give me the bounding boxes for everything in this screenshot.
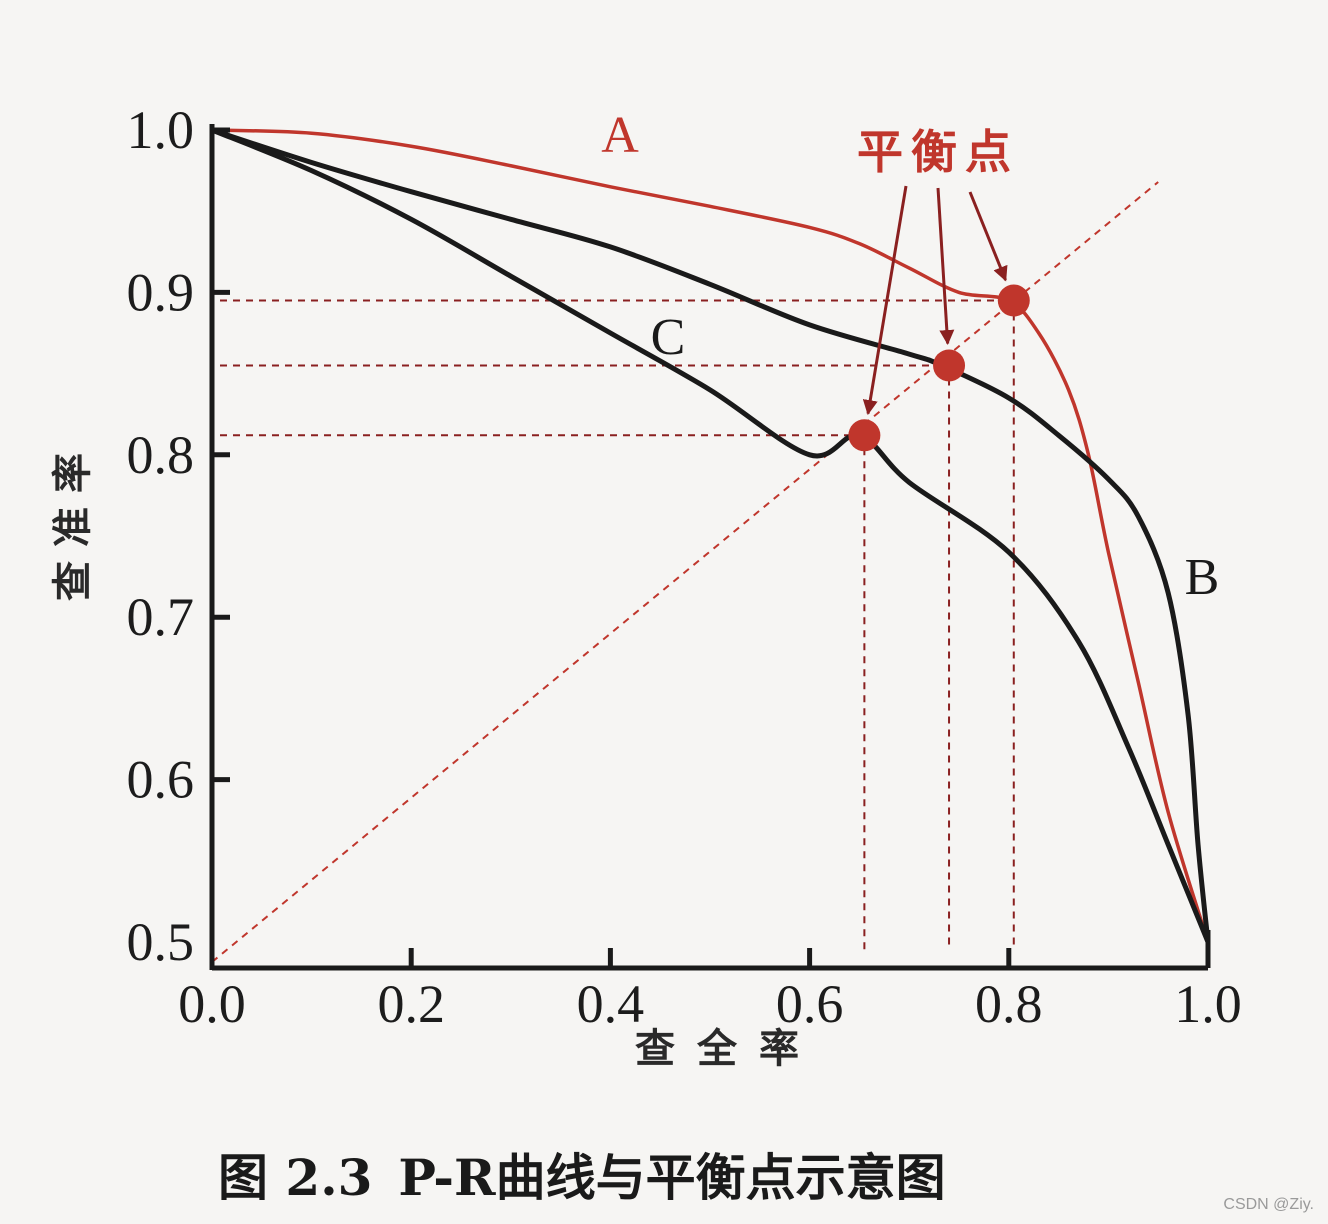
series-label-a: A <box>601 107 639 164</box>
break-even-diagonal <box>211 181 1159 963</box>
curve-b <box>211 127 1211 943</box>
annotation-arrow-b <box>936 187 955 346</box>
x-tick-label: 0.0 <box>178 974 246 1034</box>
series-label-b: B <box>1185 549 1220 606</box>
curve-a <box>211 128 1210 943</box>
y-tick-label: 1.0 <box>127 100 195 160</box>
y-tick-label: 0.8 <box>127 425 195 485</box>
curve-c <box>211 127 1211 943</box>
break-even-point-c <box>848 419 881 452</box>
x-tick-label: 0.2 <box>377 974 445 1034</box>
figure-number: 图 2.3 <box>218 1148 373 1207</box>
y-tick-label: 0.5 <box>127 912 195 972</box>
break-even-point-b <box>933 349 966 382</box>
watermark-text: CSDN @Ziy. <box>1223 1196 1314 1213</box>
y-tick-label: 0.7 <box>127 587 195 647</box>
x-tick-label: 0.8 <box>975 974 1043 1034</box>
x-tick-label: 0.4 <box>577 974 645 1034</box>
x-axis-title: 查全率 <box>635 1026 821 1072</box>
y-tick-label: 0.6 <box>127 750 195 810</box>
y-axis-title: 查准率 <box>50 439 96 601</box>
annotation-arrow-c <box>862 185 908 416</box>
figure-caption-text: P-R曲线与平衡点示意图 <box>398 1148 946 1207</box>
annotation-arrow-a <box>968 191 1008 282</box>
y-tick-label: 0.9 <box>127 262 195 322</box>
x-tick-label: 1.0 <box>1174 974 1242 1034</box>
x-tick-label: 0.6 <box>776 974 844 1034</box>
figure-caption: 图 2.3 P-R曲线与平衡点示意图 <box>218 1138 946 1210</box>
series-label-c: C <box>651 309 686 366</box>
break-even-annotation: 平衡点 <box>857 125 1019 179</box>
break-even-point-a <box>997 284 1030 317</box>
